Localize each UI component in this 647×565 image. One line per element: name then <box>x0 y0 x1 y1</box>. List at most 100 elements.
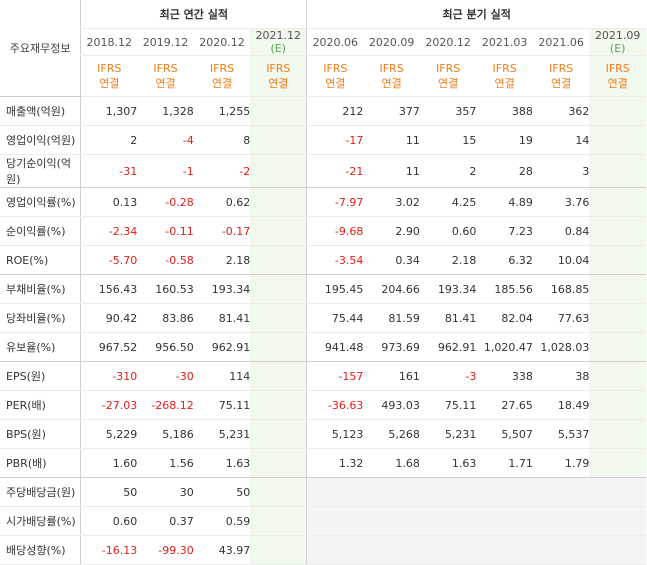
row-label: 당기순이익(억원) <box>0 154 81 188</box>
value-cell: 3.76 <box>532 187 590 217</box>
value-cell: 1.79 <box>532 448 590 478</box>
value-cell: 4.89 <box>476 187 533 217</box>
value-cell: 1,307 <box>80 96 138 126</box>
value-cell: 0.60 <box>419 216 477 246</box>
value-cell: 2 <box>80 125 138 155</box>
quarter-period-header: 2021.06 <box>532 28 590 56</box>
row-label: ROE(%) <box>0 245 81 275</box>
annual-period-header: 2020.12 <box>193 28 251 56</box>
value-cell <box>250 245 307 275</box>
ifrs-label: IFRS <box>209 62 235 75</box>
value-cell <box>589 274 646 304</box>
value-cell: 75.44 <box>306 303 364 333</box>
value-cell: 967.52 <box>80 332 138 362</box>
table-row: 시가배당률(%) 0.60 0.37 0.59 <box>0 506 646 536</box>
value-cell: 5,268 <box>363 419 420 449</box>
period-label: 2018.12 <box>86 35 132 49</box>
period-label: 2020.12 <box>199 35 245 49</box>
value-cell: 1.71 <box>476 448 533 478</box>
period-label: 2021.06 <box>538 35 584 49</box>
value-cell: 43.97 <box>193 535 251 565</box>
value-cell: 114 <box>193 361 251 391</box>
row-label: PER(배) <box>0 390 81 420</box>
value-cell: 1.63 <box>419 448 477 478</box>
value-cell: 0.62 <box>193 187 251 217</box>
value-cell: 1,020.47 <box>476 332 533 362</box>
quarter-period-header: 2020.06 <box>306 28 364 56</box>
ifrs-consolidated-label: IFRS 연결 <box>137 55 194 97</box>
value-cell: 10.04 <box>532 245 590 275</box>
estimate-mark: (E) <box>609 42 626 55</box>
row-label: 주당배당금(원) <box>0 477 81 507</box>
period-label: 2020.09 <box>368 35 415 49</box>
value-cell: 1,328 <box>137 96 194 126</box>
row-label: 부채비율(%) <box>0 274 81 304</box>
consolidated-label: 연결 <box>99 77 120 90</box>
value-cell: 5,507 <box>476 419 533 449</box>
value-cell: 388 <box>476 96 533 126</box>
value-cell: -268.12 <box>137 390 194 420</box>
value-cell: 77.63 <box>532 303 590 333</box>
table-row: EPS(원) -310 -30 114 -157 161 -3 338 38 <box>0 361 646 391</box>
value-cell: 0.60 <box>80 506 138 536</box>
value-cell <box>589 477 646 507</box>
value-cell: 3.02 <box>363 187 420 217</box>
value-cell <box>476 535 533 565</box>
ifrs-consolidated-label: IFRS 연결 <box>589 55 646 97</box>
value-cell: 2.18 <box>419 245 477 275</box>
value-cell <box>250 332 307 362</box>
value-cell: 195.45 <box>306 274 364 304</box>
table-row: 당좌비율(%) 90.42 83.86 81.41 75.44 81.59 81.41 82.… <box>0 303 646 333</box>
value-cell: 3 <box>532 154 590 188</box>
value-cell <box>589 187 646 217</box>
value-cell: 204.66 <box>363 274 420 304</box>
period-label: 2020.06 <box>312 35 359 49</box>
consolidated-label: 연결 <box>381 77 402 90</box>
value-cell <box>250 187 307 217</box>
value-cell <box>250 125 307 155</box>
value-cell: 338 <box>476 361 533 391</box>
value-cell: 493.03 <box>363 390 420 420</box>
row-label: 유보율(%) <box>0 332 81 362</box>
value-cell: 160.53 <box>137 274 194 304</box>
value-cell: 75.11 <box>193 390 251 420</box>
value-cell: 11 <box>363 125 420 155</box>
consolidated-label: 연결 <box>268 77 289 90</box>
value-cell <box>250 154 307 188</box>
value-cell <box>250 303 307 333</box>
value-cell: 19 <box>476 125 533 155</box>
value-cell <box>363 506 420 536</box>
value-cell <box>306 477 364 507</box>
value-cell: 193.34 <box>419 274 477 304</box>
value-cell <box>250 506 307 536</box>
value-cell: 2.18 <box>193 245 251 275</box>
value-cell <box>363 477 420 507</box>
value-cell <box>532 477 590 507</box>
value-cell <box>419 535 477 565</box>
value-cell: 5,123 <box>306 419 364 449</box>
table-row: PER(배) -27.03 -268.12 75.11 -36.63 493.03 75.1… <box>0 390 646 420</box>
value-cell: 8 <box>193 125 251 155</box>
quarter-period-header: 2021.09 (E) <box>589 28 646 56</box>
value-cell: 0.13 <box>80 187 138 217</box>
value-cell: -30 <box>137 361 194 391</box>
value-cell: 5,186 <box>137 419 194 449</box>
table-row: 부채비율(%) 156.43 160.53 193.34 195.45 204.66 193… <box>0 274 646 304</box>
value-cell: 81.41 <box>193 303 251 333</box>
value-cell: 1,255 <box>193 96 251 126</box>
value-cell: -16.13 <box>80 535 138 565</box>
value-cell: 4.25 <box>419 187 477 217</box>
row-label: 영업이익률(%) <box>0 187 81 217</box>
value-cell: 6.32 <box>476 245 533 275</box>
period-label: 2019.12 <box>142 35 189 49</box>
annual-period-header: 2018.12 <box>80 28 138 56</box>
value-cell: -2 <box>193 154 251 188</box>
value-cell: -310 <box>80 361 138 391</box>
ifrs-consolidated-label: IFRS 연결 <box>306 55 364 97</box>
period-label: 2021.03 <box>481 35 528 49</box>
table-row: BPS(원) 5,229 5,186 5,231 5,123 5,268 5,231 5,50… <box>0 419 646 449</box>
row-label: BPS(원) <box>0 419 81 449</box>
value-cell: 185.56 <box>476 274 533 304</box>
value-cell: -0.28 <box>137 187 194 217</box>
table-corner-label: 주요재무정보 <box>0 0 81 97</box>
